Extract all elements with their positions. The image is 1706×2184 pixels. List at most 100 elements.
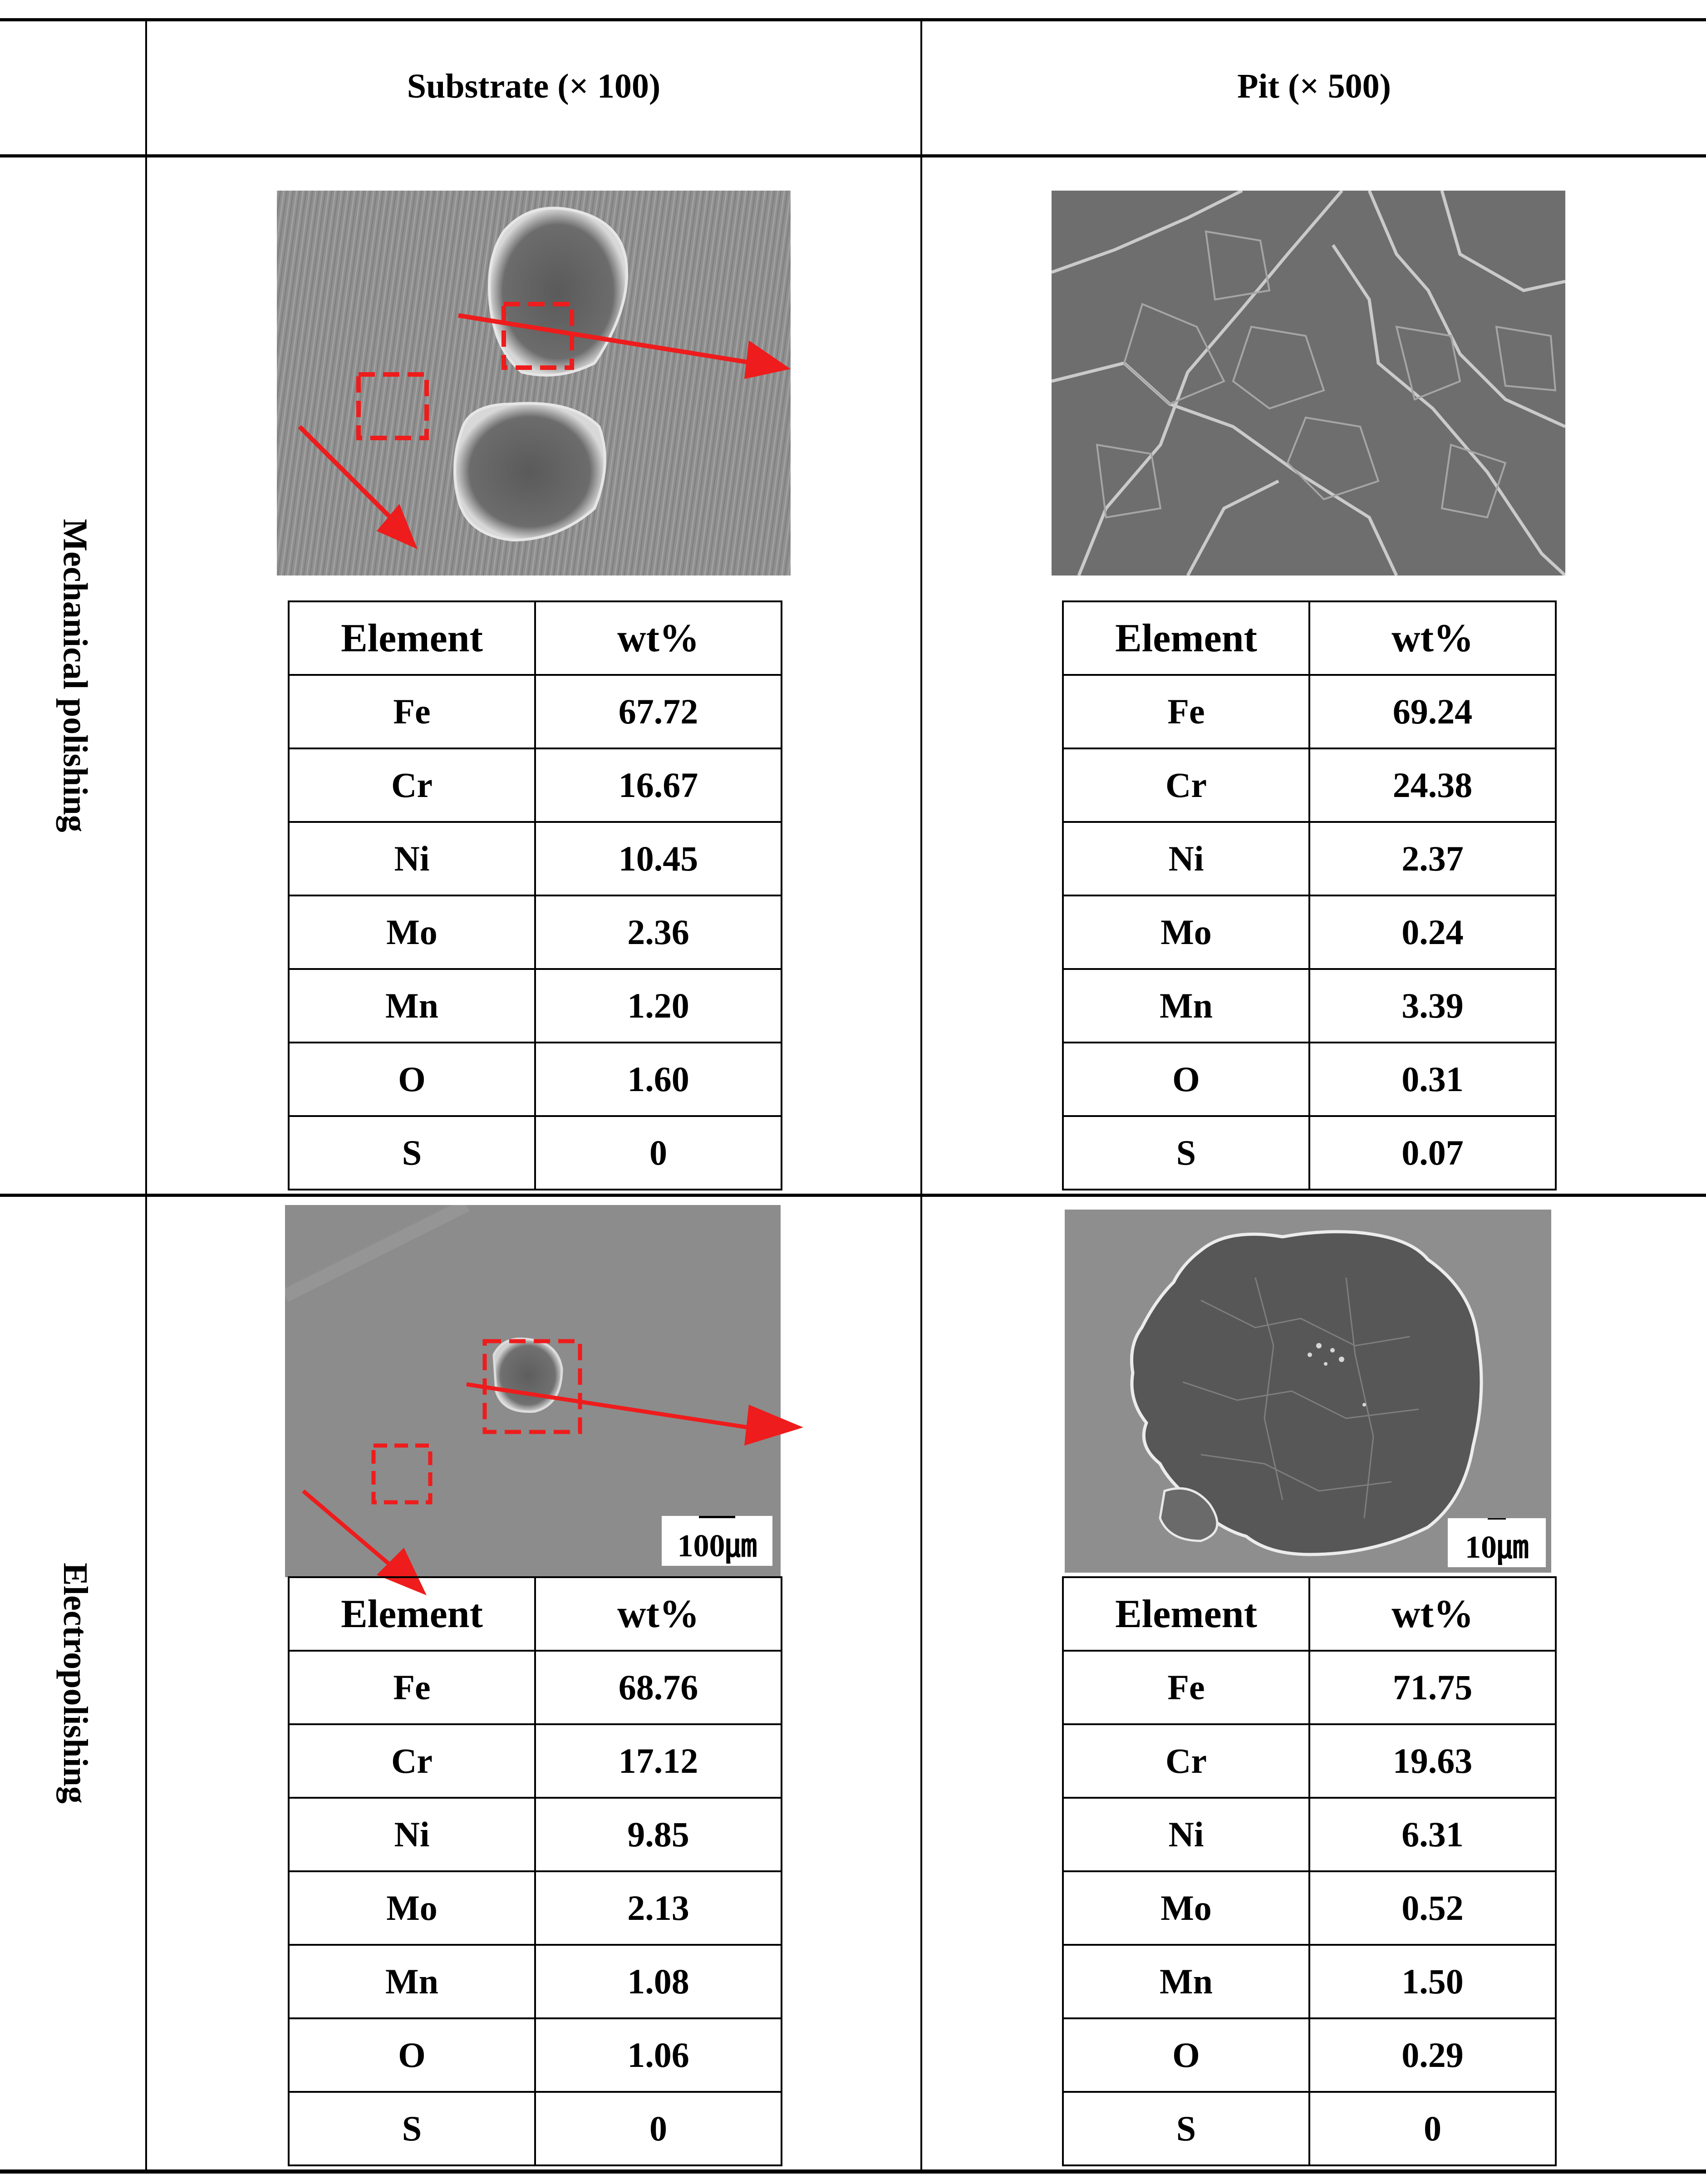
- element-cell: Fe: [1062, 674, 1310, 749]
- arrow-head-electro-right: [744, 1405, 803, 1446]
- value-cell: 19.63: [1308, 1723, 1557, 1799]
- table-row: Mo 2.13: [288, 1870, 782, 1946]
- label-column-divider: [145, 18, 147, 2170]
- center-column-divider: [920, 18, 922, 2170]
- table-header-row: Element wt%: [1062, 1576, 1557, 1652]
- header-element: Element: [1062, 600, 1310, 676]
- table-row: Ni 9.85: [288, 1797, 782, 1872]
- element-cell: Ni: [288, 1797, 536, 1872]
- element-cell: O: [1062, 1042, 1310, 1117]
- row-label-electro: Electropolishing: [5, 1197, 145, 2169]
- composition-table-mechanical-pit: Element wt% Fe 69.24 Cr 24.38 Ni 2.37 Mo 0.2…: [1062, 600, 1557, 1190]
- bottom-rule: [0, 2169, 1706, 2174]
- value-cell: 0.31: [1308, 1042, 1557, 1117]
- value-cell: 0: [1308, 2091, 1557, 2166]
- element-cell: Fe: [288, 674, 536, 749]
- element-cell: Mn: [288, 968, 536, 1043]
- value-cell: 1.06: [534, 2017, 782, 2093]
- value-cell: 3.39: [1308, 968, 1557, 1043]
- table-row: Fe 71.75: [1062, 1650, 1557, 1725]
- value-cell: 9.85: [534, 1797, 782, 1872]
- header-element: Element: [1062, 1576, 1310, 1652]
- row-label-mechanical-text: Mechanical polishing: [56, 519, 94, 832]
- table-row: O 1.60: [288, 1042, 782, 1117]
- table-row: S 0.07: [1062, 1115, 1557, 1190]
- header-rule: [0, 154, 1706, 157]
- value-cell: 0: [534, 2091, 782, 2166]
- header-wt: wt%: [534, 600, 782, 676]
- table-row: Mn 1.08: [288, 1944, 782, 2019]
- value-cell: 0.07: [1308, 1115, 1557, 1190]
- element-cell: Ni: [1062, 1797, 1310, 1872]
- value-cell: 24.38: [1308, 748, 1557, 823]
- table-header-row: Element wt%: [288, 1576, 782, 1652]
- value-cell: 68.76: [534, 1650, 782, 1725]
- header-element: Element: [288, 1576, 536, 1652]
- table-header-row: Element wt%: [288, 600, 782, 676]
- table-row: Mo 0.24: [1062, 895, 1557, 970]
- header-wt: wt%: [1308, 600, 1557, 676]
- element-cell: O: [1062, 2017, 1310, 2093]
- scale-bar-pit: 10㎛: [1448, 1518, 1546, 1567]
- table-row: Fe 68.76: [288, 1650, 782, 1725]
- header-element: Element: [288, 600, 536, 676]
- element-cell: Fe: [1062, 1650, 1310, 1725]
- table-row: Mn 1.50: [1062, 1944, 1557, 2019]
- scale-bar-substrate: 100㎛: [662, 1516, 772, 1566]
- element-cell: Mn: [1062, 1944, 1310, 2019]
- scale-bar-line: [699, 1516, 735, 1518]
- sem-image-mechanical-substrate: [277, 191, 791, 576]
- scale-bar-label: 100㎛: [677, 1529, 757, 1564]
- table-header-row: Element wt%: [1062, 600, 1557, 676]
- table-row: Mn 1.20: [288, 968, 782, 1043]
- value-cell: 2.36: [534, 895, 782, 970]
- element-cell: Mo: [288, 1870, 536, 1946]
- table-row: Cr 24.38: [1062, 748, 1557, 823]
- value-cell: 6.31: [1308, 1797, 1557, 1872]
- value-cell: 2.37: [1308, 821, 1557, 896]
- table-row: Fe 69.24: [1062, 674, 1557, 749]
- value-cell: 2.13: [534, 1870, 782, 1946]
- header-wt: wt%: [1308, 1576, 1557, 1652]
- table-row: Mo 2.36: [288, 895, 782, 970]
- value-cell: 16.67: [534, 748, 782, 823]
- column-header-substrate: Substrate (× 100): [407, 67, 661, 105]
- table-row: Ni 2.37: [1062, 821, 1557, 896]
- value-cell: 0: [534, 1115, 782, 1190]
- table-row: O 0.29: [1062, 2017, 1557, 2093]
- value-cell: 1.50: [1308, 1944, 1557, 2019]
- sem-image-electro-substrate: [285, 1205, 781, 1577]
- composition-table-electro-substrate: Element wt% Fe 68.76 Cr 17.12 Ni 9.85 Mo 2.1…: [288, 1576, 782, 2166]
- element-cell: Cr: [1062, 748, 1310, 823]
- element-cell: O: [288, 2017, 536, 2093]
- table-row: Mo 0.52: [1062, 1870, 1557, 1946]
- scale-bar-label: 10㎛: [1465, 1530, 1529, 1565]
- value-cell: 67.72: [534, 674, 782, 749]
- table-row: Ni 10.45: [288, 821, 782, 896]
- table-row: O 0.31: [1062, 1042, 1557, 1117]
- sem-image-electro-pit: [1065, 1210, 1551, 1573]
- element-cell: Mo: [1062, 895, 1310, 970]
- table-row: O 1.06: [288, 2017, 782, 2093]
- table-row: Cr 19.63: [1062, 1723, 1557, 1799]
- value-cell: 69.24: [1308, 674, 1557, 749]
- element-cell: S: [288, 2091, 536, 2166]
- scale-bar-line: [1488, 1518, 1506, 1520]
- value-cell: 71.75: [1308, 1650, 1557, 1725]
- middle-rule: [0, 1194, 1706, 1197]
- element-cell: Mn: [288, 1944, 536, 2019]
- element-cell: Cr: [1062, 1723, 1310, 1799]
- table-row: Fe 67.72: [288, 674, 782, 749]
- row-label-electro-text: Electropolishing: [56, 1563, 94, 1804]
- value-cell: 0.52: [1308, 1870, 1557, 1946]
- element-cell: Cr: [288, 748, 536, 823]
- element-cell: Ni: [288, 821, 536, 896]
- composition-table-mechanical-substrate: Element wt% Fe 67.72 Cr 16.67 Ni 10.45 Mo 2.…: [288, 600, 782, 1190]
- top-rule: [0, 18, 1706, 21]
- element-cell: S: [288, 1115, 536, 1190]
- value-cell: 0.29: [1308, 2017, 1557, 2093]
- table-row: Mn 3.39: [1062, 968, 1557, 1043]
- table-row: Cr 17.12: [288, 1723, 782, 1799]
